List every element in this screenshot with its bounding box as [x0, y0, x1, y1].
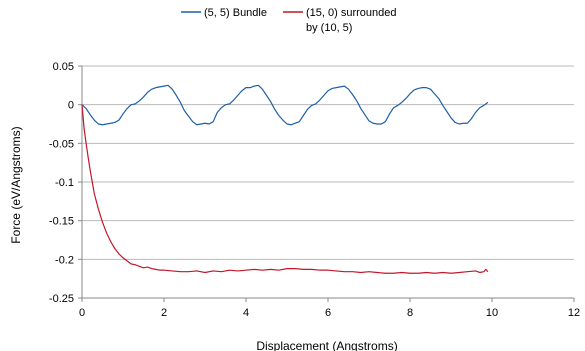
- y-tick-label: -0.2: [55, 254, 74, 266]
- series-line-2: [81, 104, 489, 274]
- y-tick-label: -0.1: [55, 177, 74, 189]
- y-tick-label: -0.25: [49, 293, 74, 305]
- legend-label-1: (5, 5) Bundle: [204, 7, 267, 19]
- x-tick-label: 12: [568, 307, 580, 319]
- y-tick-label: 0.05: [53, 61, 74, 73]
- y-tick-label: -0.15: [49, 216, 74, 228]
- y-tick-label: 0: [68, 100, 74, 112]
- tick-labels: 0.05 0 -0.05 -0.1 -0.15 -0.2 -0.25 0 2 4 6 8 10 12: [49, 61, 580, 319]
- series-line-1: [81, 84, 489, 126]
- x-tick-label: 2: [161, 307, 167, 319]
- x-axis-title: Displacement (Angstroms): [256, 339, 397, 351]
- x-tick-label: 4: [243, 307, 249, 319]
- y-axis-title: Force (eV/Angstroms): [9, 126, 23, 243]
- y-tick-label: -0.05: [49, 138, 74, 150]
- gridlines: [82, 65, 574, 299]
- x-tick-label: 0: [79, 307, 85, 319]
- x-tick-label: 8: [407, 307, 413, 319]
- legend-label-2: by (10, 5): [306, 22, 352, 34]
- x-tick-label: 6: [325, 307, 331, 319]
- legend-label-2: (15, 0) surrounded: [306, 7, 397, 19]
- x-tick-label: 10: [486, 307, 498, 319]
- axes: [78, 65, 575, 302]
- legend: (5, 5) Bundle (15, 0) surrounded by (10, 5…: [181, 7, 397, 34]
- series-lines: [81, 84, 489, 274]
